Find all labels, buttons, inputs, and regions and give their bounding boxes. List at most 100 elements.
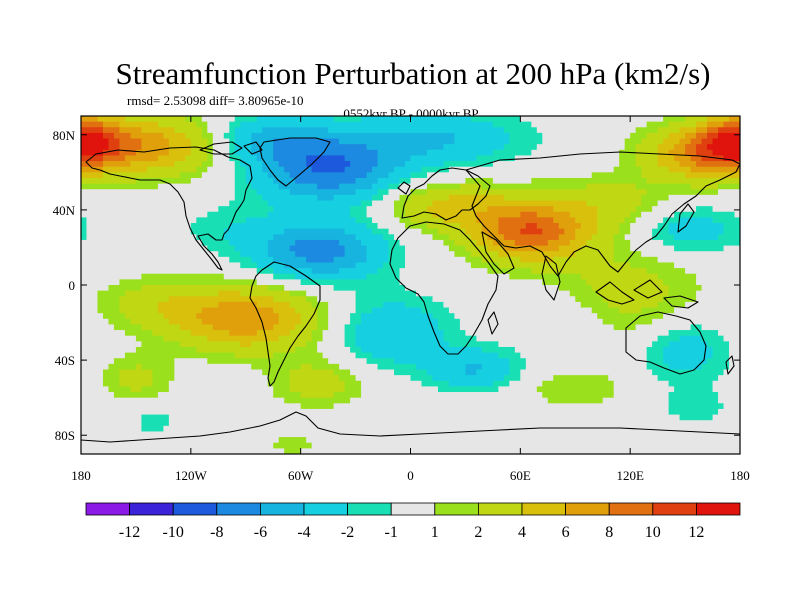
field-cell (212, 155, 230, 162)
field-cell (141, 420, 170, 427)
field-cell (311, 301, 329, 309)
field-cell (190, 138, 208, 145)
field-cell (388, 228, 423, 235)
field-cell (196, 166, 208, 173)
field-cell (454, 239, 477, 247)
field-cell (679, 127, 697, 134)
field-cell (174, 375, 269, 382)
field-cell (300, 363, 313, 371)
field-cell (448, 380, 494, 387)
field-cell (119, 307, 159, 314)
field-cell (201, 116, 236, 123)
colorbar-swatch (303, 502, 348, 516)
field-cell (185, 155, 208, 162)
field-cell (498, 352, 521, 359)
field-cell (701, 285, 740, 292)
field-cell (613, 324, 637, 331)
field-cell (476, 369, 510, 376)
field-cell (641, 166, 670, 173)
colorbar: -12 -10 -8 -6 -4 -2 -1 1 2 4 6 8 10 12 (85, 502, 741, 541)
field-cell (196, 217, 247, 224)
field-cell (674, 144, 686, 151)
field-cell (146, 166, 197, 173)
field-cell (108, 144, 121, 151)
field-cell (311, 363, 340, 371)
field-cell (437, 324, 461, 331)
field-cell (81, 161, 104, 168)
field-cell (355, 234, 384, 241)
field-cell (668, 403, 725, 410)
field-cell (256, 155, 274, 162)
field-cell (168, 149, 192, 157)
field-cell (229, 121, 241, 128)
field-cell (410, 194, 450, 202)
field-cell (542, 380, 615, 387)
field-cell (520, 352, 648, 359)
field-cell (81, 217, 88, 224)
field-cell (81, 228, 88, 235)
field-cell (652, 341, 670, 348)
coast-south-america (249, 261, 321, 387)
field-cell (729, 341, 740, 348)
field-cell (405, 211, 434, 218)
field-cell (81, 296, 99, 303)
field-cell (86, 217, 197, 224)
field-cell (81, 273, 143, 280)
field-cell (311, 335, 324, 342)
field-cell (399, 268, 488, 275)
field-cell (212, 149, 230, 157)
field-cell (196, 121, 208, 128)
field-cell (405, 200, 434, 207)
field-cell (328, 127, 505, 134)
field-cell (470, 234, 488, 241)
field-cell (443, 239, 456, 247)
field-cell (322, 352, 357, 359)
field-cell (718, 330, 740, 337)
y-tick-label: 40N (53, 203, 76, 218)
field-cell (503, 234, 560, 241)
field-cell (124, 290, 219, 297)
field-cell (492, 161, 620, 168)
field-cell (575, 234, 593, 241)
field-cell (141, 414, 170, 421)
field-cell (317, 307, 329, 314)
field-cell (712, 217, 740, 224)
field-cell (124, 313, 164, 320)
field-cell (597, 290, 670, 297)
field-cell (481, 223, 499, 230)
field-cell (108, 318, 132, 326)
field-cell (580, 223, 598, 230)
field-cell (531, 121, 648, 128)
field-cell (355, 217, 373, 224)
field-cell (663, 313, 740, 320)
field-cell (685, 132, 697, 140)
field-cell (388, 251, 406, 258)
field-cell (520, 369, 653, 376)
x-tick-label: 180 (71, 468, 91, 483)
field-cell (311, 166, 346, 173)
field-cell (432, 211, 477, 218)
field-cell (163, 335, 208, 342)
colorbar-swatch (172, 502, 218, 516)
field-cell (509, 369, 521, 376)
field-cell (558, 234, 576, 241)
field-cell (157, 392, 274, 399)
field-cell (674, 155, 692, 162)
field-cell (119, 375, 153, 382)
field-cell (273, 234, 357, 241)
field-cell (405, 223, 428, 230)
field-cell (443, 301, 582, 309)
field-cell (251, 256, 274, 264)
field-cell (81, 380, 104, 387)
streamfunction-field (81, 116, 740, 454)
field-cell (734, 211, 740, 218)
field-cell (278, 437, 307, 444)
field-cell (81, 138, 110, 145)
field-cell (641, 211, 675, 218)
field-cell (344, 324, 357, 331)
field-cell (531, 177, 648, 185)
field-cell (366, 256, 390, 264)
field-cell (86, 234, 197, 241)
field-cell (81, 330, 126, 337)
field-cell (712, 386, 740, 393)
